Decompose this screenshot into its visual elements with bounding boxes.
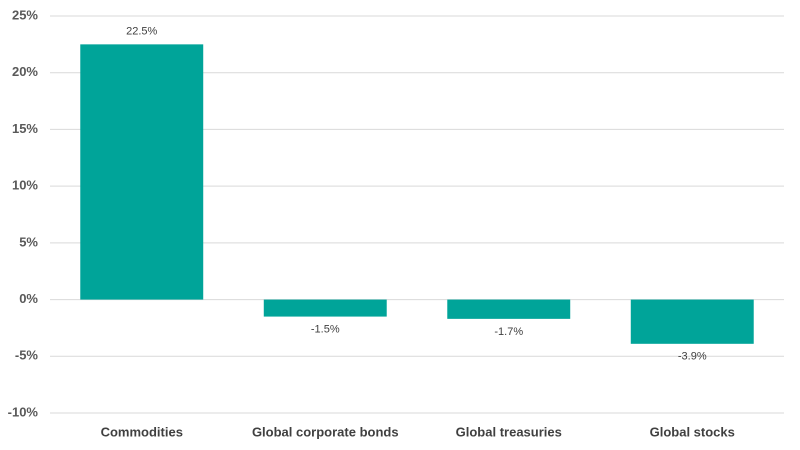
x-tick-label: Global corporate bonds: [252, 424, 399, 439]
value-label: -1.7%: [494, 326, 523, 338]
y-tick-label: -5%: [15, 348, 39, 363]
value-label: -1.5%: [311, 323, 340, 335]
x-tick-label: Global stocks: [650, 424, 735, 439]
bar: [80, 44, 204, 300]
y-tick-label: 25%: [12, 7, 38, 22]
bar: [263, 299, 387, 317]
y-tick-label: 5%: [19, 234, 38, 249]
y-tick-label: 20%: [12, 64, 38, 79]
bar: [630, 299, 754, 344]
y-tick-label: 0%: [19, 291, 38, 306]
y-tick-label: -10%: [8, 404, 39, 419]
x-tick-label: Commodities: [101, 424, 183, 439]
y-tick-label: 15%: [12, 121, 38, 136]
value-label: 22.5%: [126, 25, 157, 37]
value-label: -3.9%: [678, 351, 707, 363]
y-tick-label: 10%: [12, 178, 38, 193]
x-tick-label: Global treasuries: [456, 424, 562, 439]
bar: [447, 299, 571, 319]
